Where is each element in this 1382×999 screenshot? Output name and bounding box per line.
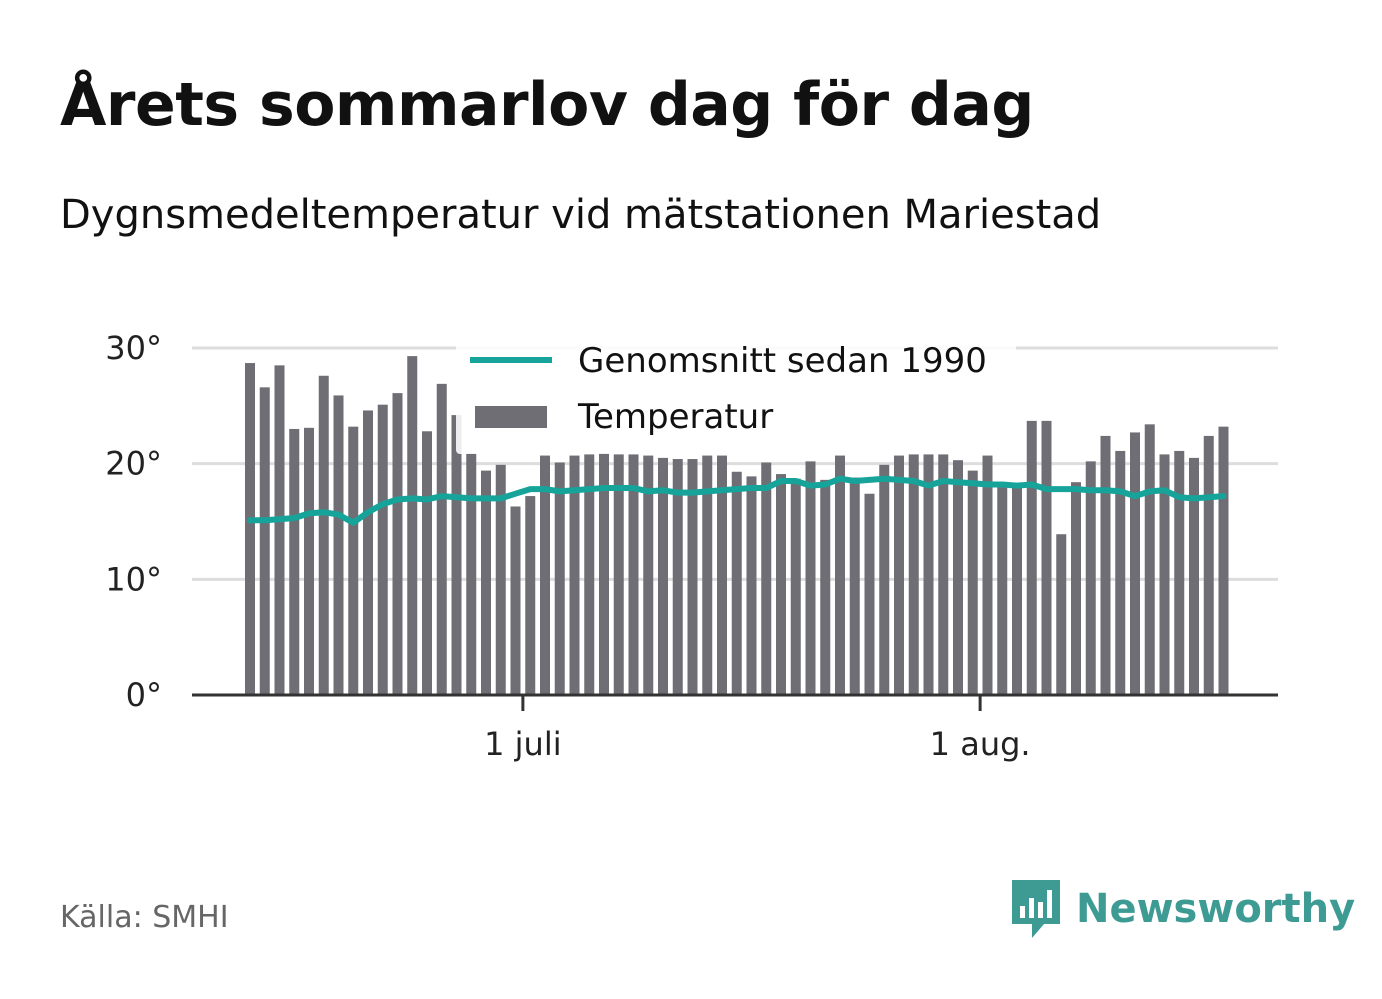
x-tick-label: 1 juli <box>484 725 561 763</box>
y-tick-label: 20° <box>105 445 162 483</box>
temperature-bar <box>1159 454 1170 695</box>
temperature-bar <box>510 506 521 695</box>
temperature-bar <box>1130 432 1140 695</box>
temperature-bar <box>967 470 978 695</box>
temperature-bar <box>392 393 403 695</box>
y-axis-labels: 0° 10° 20° 30° <box>105 329 162 714</box>
temperature-bar <box>495 464 506 695</box>
temperature-bar <box>1041 420 1052 695</box>
temperature-bar <box>481 470 491 695</box>
temperature-bar <box>540 455 550 695</box>
legend-label-average: Genomsnitt sedan 1990 <box>578 341 987 381</box>
temperature-bar <box>259 387 270 695</box>
temperature-bar <box>333 395 344 695</box>
brand-logo: Newsworthy <box>1010 878 1355 940</box>
temperature-bar <box>923 454 934 695</box>
temperature-bar <box>525 496 536 695</box>
legend-swatch-temperature <box>475 406 547 428</box>
legend-label-temperature: Temperatur <box>577 397 773 437</box>
temperature-bar <box>776 474 786 695</box>
temperature-bar <box>318 375 329 695</box>
temperature-bar <box>1056 534 1067 695</box>
temperature-bar <box>274 365 285 695</box>
temperature-bar <box>938 454 949 695</box>
temperature-bar <box>1071 482 1081 695</box>
temperature-bar <box>849 477 860 695</box>
temperature-bars <box>245 356 1229 695</box>
temperature-bar <box>1189 457 1199 695</box>
temperature-bar <box>407 356 418 695</box>
temperature-bar <box>672 459 683 695</box>
temperature-bar <box>894 455 904 695</box>
newsworthy-logo-icon <box>1012 880 1060 938</box>
temperature-bar <box>451 415 462 695</box>
temperature-chart: 0° 10° 20° 30° 1 juli 1 aug. Genomsnitt seda… <box>105 328 1278 763</box>
temperature-bar <box>790 478 801 695</box>
temperature-bar <box>613 454 624 695</box>
temperature-bar <box>953 460 963 695</box>
temperature-bar <box>1026 420 1037 695</box>
temperature-bar <box>554 462 565 695</box>
temperature-bar <box>245 363 255 695</box>
temperature-bar <box>1144 424 1155 695</box>
temperature-bar <box>805 461 816 695</box>
temperature-bar <box>1100 435 1111 695</box>
temperature-bar <box>643 455 654 695</box>
temperature-bar <box>864 493 875 695</box>
y-tick-label: 30° <box>105 329 162 367</box>
brand-name: Newsworthy <box>1076 886 1356 932</box>
temperature-bar <box>584 454 595 695</box>
temperature-bar <box>997 483 1008 695</box>
temperature-bar <box>289 428 300 695</box>
temperature-bar <box>658 457 668 695</box>
temperature-bar <box>982 455 993 695</box>
temperature-bar <box>599 453 609 695</box>
temperature-bar <box>363 410 373 695</box>
temperature-bar <box>348 426 359 695</box>
temperature-bar <box>1115 450 1126 695</box>
temperature-bar <box>1085 461 1096 695</box>
source-note: Källa: SMHI <box>60 900 229 935</box>
temperature-bar <box>569 455 580 695</box>
temperature-bar <box>628 454 639 695</box>
temperature-bar <box>908 454 919 695</box>
average-line <box>247 475 1227 526</box>
legend-background <box>456 328 1016 454</box>
temperature-bar <box>761 462 772 695</box>
temperature-bar <box>422 431 432 695</box>
temperature-bar <box>304 427 314 695</box>
chart-subtitle: Dygnsmedeltemperatur vid mätstationen Ma… <box>60 192 1102 238</box>
y-tick-label: 0° <box>126 676 162 714</box>
temperature-bar <box>377 404 388 695</box>
temperature-bar <box>731 471 742 695</box>
temperature-bar <box>687 459 698 695</box>
y-tick-label: 10° <box>105 560 162 598</box>
temperature-bar <box>746 476 757 695</box>
temperature-bar <box>1218 426 1229 695</box>
legend: Genomsnitt sedan 1990 Temperatur <box>456 328 1016 454</box>
temperature-bar <box>1012 487 1022 695</box>
chart-title: Årets sommarlov dag för dag <box>60 70 1034 140</box>
temperature-bar <box>717 455 727 695</box>
temperature-bar <box>1203 435 1214 695</box>
temperature-bar <box>879 464 890 695</box>
x-axis-ticks: 1 juli 1 aug. <box>484 695 1031 763</box>
temperature-bar <box>1174 450 1185 695</box>
temperature-bar <box>466 453 477 695</box>
temperature-bar <box>835 455 845 695</box>
temperature-bar <box>820 479 831 695</box>
temperature-bar <box>436 383 447 695</box>
temperature-bar <box>702 455 713 695</box>
x-tick-label: 1 aug. <box>930 725 1031 763</box>
